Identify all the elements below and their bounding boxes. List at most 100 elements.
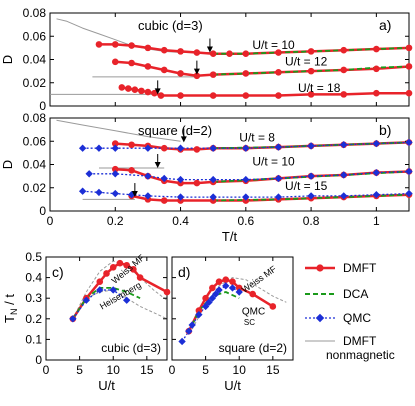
panel-b-xtick-label: 0.6 <box>237 214 254 228</box>
panel-c-ytick-label: 0.3 <box>25 291 42 305</box>
panel-b-point-qmc <box>340 141 348 149</box>
panel-a-arrowhead-0 <box>206 46 213 53</box>
panel-a-point-dmft <box>242 70 250 77</box>
panel-a-point-dmft <box>275 49 282 56</box>
panel-a-point-dmft <box>144 88 152 96</box>
panel-a-point-dmft <box>111 58 119 66</box>
panel-a-series-dmft-7 <box>121 86 409 97</box>
panel-a-point-dmft <box>307 67 315 75</box>
panel-d-series-dmft-1 <box>187 278 274 332</box>
panel-c-ytick-label: 0.2 <box>25 312 42 326</box>
panel-b-point-qmc <box>307 172 315 180</box>
panel-b-point-dmft <box>193 179 201 187</box>
panel-a-point-dmft <box>177 70 184 77</box>
panel-a-point-dmft <box>373 89 380 97</box>
panel-b-point-qmc <box>307 142 315 150</box>
panel-d-point-dmft <box>202 294 209 302</box>
panel-c-ytick-label: 0.1 <box>25 332 42 346</box>
panel-b-point-qmc <box>372 168 381 177</box>
panel-b-point-qmc <box>274 143 283 151</box>
panel-b-annotation-0: U/t = 8 <box>239 130 275 144</box>
panel-d-point-qmc <box>222 282 230 290</box>
panel-b-point-qmc <box>209 175 217 184</box>
panel-a-point-dmft <box>209 92 217 99</box>
panel-a-point-dmft <box>275 92 282 99</box>
panel-b-point-qmc <box>176 144 185 152</box>
panel-b-ytick-label: 0.04 <box>23 158 47 172</box>
panel-d-annotation-0: Weiss MF <box>240 263 279 294</box>
panel-a-point-dmft <box>95 41 103 48</box>
panel-a-point-dmft <box>405 63 413 70</box>
panel-c-ytick-label: 0.4 <box>25 271 42 285</box>
panel-b-point-qmc <box>176 193 185 201</box>
panel-b-point-qmc <box>405 189 413 198</box>
panel-a-point-dmft <box>209 50 217 57</box>
panel-a-annotation-1: U/t = 12 <box>285 54 328 68</box>
panel-b-point-qmc <box>95 144 103 152</box>
panel-b-point-dmft <box>193 146 201 153</box>
panel-b-xtick-label: 1 <box>373 214 380 228</box>
panel-a-ytick-label: 0.06 <box>23 29 47 43</box>
panel-c-point-dmft <box>163 288 171 296</box>
panel-a-point-dmft <box>307 91 315 98</box>
panel-d-point-qmc <box>195 311 203 319</box>
panel-a-point-dmft <box>111 41 119 48</box>
panel-b-annotation-1: U/t = 10 <box>252 155 295 169</box>
panel-a-point-dmft <box>160 66 168 74</box>
panel-b-point-dmft <box>160 197 168 204</box>
panel-b-xtick-label: 0 <box>47 214 54 228</box>
panel-c-point-dmft <box>96 278 104 286</box>
panel-c-frame <box>45 256 168 361</box>
panel-c-point-dmft <box>136 274 144 281</box>
panel-b-point-qmc <box>405 167 413 176</box>
panel-a-point-dmft <box>340 46 348 54</box>
panel-a-point-dmft <box>160 46 168 54</box>
panel-a-label: a) <box>379 17 391 33</box>
panel-d-title: square (d=2) <box>219 341 287 355</box>
panel-c-point-dmft <box>116 259 124 267</box>
panel-a-title: cubic (d=3) <box>138 18 203 33</box>
panel-b-series-nonmag-0 <box>56 119 181 142</box>
panel-b-point-dmft <box>128 167 135 174</box>
panel-b-xtick-label: 0.8 <box>303 214 320 228</box>
panel-a-point-dmft <box>307 48 315 55</box>
panel-c-title: cubic (d=3) <box>101 341 161 355</box>
panel-a-annotation-2: U/t = 18 <box>298 81 341 95</box>
panel-b-annotation-2: U/t = 15 <box>285 179 328 193</box>
panel-b-ytick-label: 0.06 <box>23 134 47 148</box>
panel-b-point-dmft <box>111 140 119 147</box>
panel-b-ytick-label: 0 <box>39 204 46 218</box>
legend-nonmag-label-2: nonmagnetic <box>326 348 395 362</box>
panel-b-point-qmc <box>242 144 250 152</box>
panel-b-point-qmc <box>274 174 283 183</box>
panel-a-point-dmft <box>209 71 217 78</box>
panel-a-arrowhead-1 <box>193 68 200 75</box>
panel-b-series-dmft-6 <box>115 167 410 185</box>
panel-d-label: d) <box>178 264 190 280</box>
legend-qmc-marker <box>315 313 325 323</box>
panel-b-arrowhead-2 <box>131 191 138 198</box>
legend-qmc-label: QMC <box>343 311 371 325</box>
panel-b-arrowhead-0 <box>180 136 187 143</box>
panel-a-point-dmft <box>373 65 380 73</box>
panel-d-point-dmft <box>269 303 277 310</box>
panel-c-point-dmft <box>103 270 110 277</box>
panel-b-point-dmft <box>160 144 168 152</box>
panel-d-point-qmc <box>228 284 237 292</box>
panel-d-point-qmc <box>178 337 186 346</box>
panel-b-point-qmc <box>78 187 87 195</box>
panel-d-annotation-2: SC <box>244 318 255 327</box>
panel-b-point-qmc <box>144 172 152 180</box>
panel-c-xtick-label: 10 <box>107 363 121 377</box>
panel-a-annotation-0: U/t = 10 <box>252 38 295 52</box>
panel-b-point-qmc <box>405 138 413 147</box>
panel-a-ylabel: D <box>0 55 15 64</box>
panel-a-point-dmft <box>340 91 348 98</box>
panel-c-point-qmc <box>122 296 131 304</box>
panel-b-point-qmc <box>111 170 119 178</box>
panel-d-point-qmc <box>188 321 196 329</box>
panel-c-label: c) <box>52 264 64 280</box>
panel-d-xtick-label: 5 <box>202 363 209 377</box>
panel-a-point-dmft <box>242 50 250 57</box>
panel-c-annotation-1: Heisenberg <box>98 280 143 312</box>
